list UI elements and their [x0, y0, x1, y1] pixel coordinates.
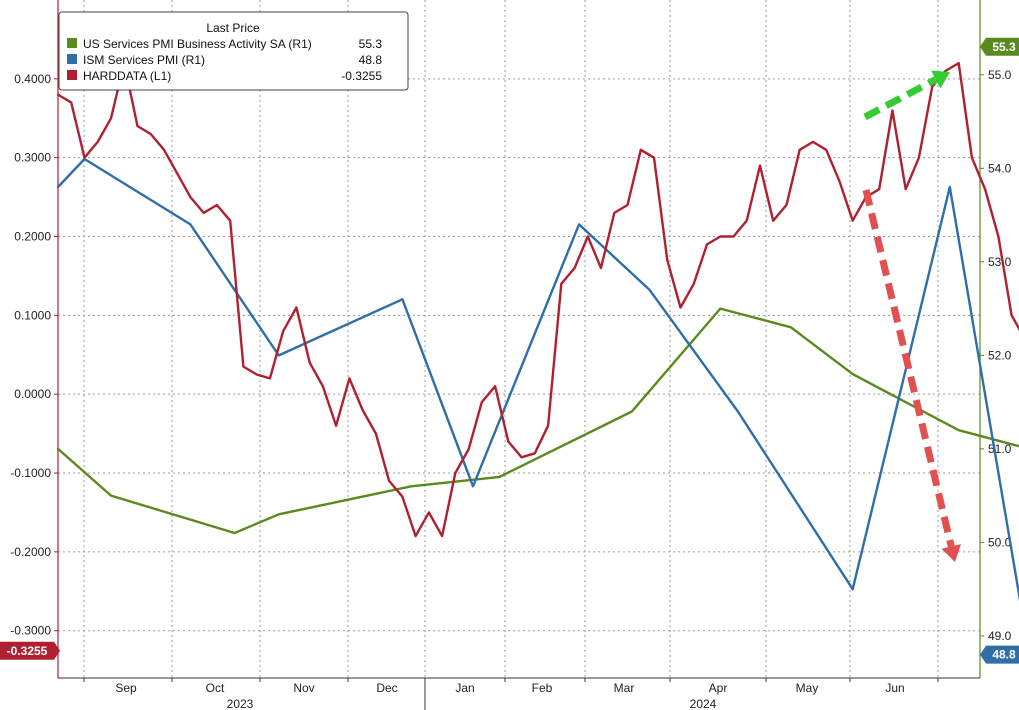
x-month-label: Dec [376, 681, 397, 695]
left-tick-label: -0.1000 [10, 466, 51, 480]
annotation-layer [862, 70, 962, 562]
x-month-label: Feb [532, 681, 553, 695]
x-month-label: Sep [115, 681, 137, 695]
legend-label-ism-services-pmi: ISM Services PMI (R1) [83, 53, 205, 67]
right-tick-label: 53.0 [988, 255, 1012, 269]
badge-us-services-pmi-shape [980, 37, 1019, 56]
x-month-label: Oct [206, 681, 225, 695]
x-year-label: 2023 [227, 697, 254, 710]
right-tick-label: 55.0 [988, 68, 1012, 82]
arrow-green-up-head [931, 70, 950, 89]
right-tick-label: 50.0 [988, 535, 1012, 549]
left-tick-label: 0.1000 [14, 308, 51, 322]
right-tick-label: 49.0 [988, 629, 1012, 643]
badge-harddata-text: -0.3255 [7, 644, 48, 658]
legend-swatch-us-services-pmi [67, 38, 77, 48]
series-us-services-pmi-line [56, 307, 1019, 535]
badge-layer: 55.3 48.8 -0.3255 [0, 37, 1019, 664]
arrow-green-up-shaft [863, 76, 938, 121]
arrow-red-down [862, 189, 962, 562]
arrow-green-up [863, 70, 950, 121]
grid-layer [58, 0, 980, 678]
legend-swatch-harddata [67, 70, 77, 80]
left-tick-label: 0.3000 [14, 151, 51, 165]
legend-title: Last Price [206, 21, 260, 35]
badge-harddata-shape [0, 641, 60, 660]
x-month-label: Mar [614, 681, 635, 695]
x-year-label: 2024 [690, 697, 717, 710]
legend-box [58, 11, 409, 91]
left-tick-label: 0.4000 [14, 72, 51, 86]
x-month-label: Apr [709, 681, 728, 695]
legend-value-us-services-pmi: 55.3 [359, 37, 383, 51]
axes-layer: 0.4000 0.3000 0.2000 0.1000 0.0000 -0.1000 -0.… [10, 0, 1012, 710]
series-layer [56, 61, 1019, 602]
series-ism-services-pmi-line [56, 157, 1019, 602]
legend-label-us-services-pmi: US Services PMI Business Activity SA (R1… [83, 37, 312, 51]
series-harddata-line [56, 61, 1019, 538]
legend-value-harddata: -0.3255 [341, 69, 382, 83]
badge-harddata: -0.3255 [0, 641, 60, 660]
right-tick-label: 54.0 [988, 161, 1012, 175]
legend-label-harddata: HARDDATA (L1) [83, 69, 171, 83]
arrow-red-down-shaft [862, 189, 955, 548]
badge-ism-services-pmi: 48.8 [980, 645, 1019, 664]
x-month-label: Jan [455, 681, 474, 695]
left-tick-label: 0.2000 [14, 230, 51, 244]
arrow-red-down-head [941, 544, 962, 562]
left-tick-label: 0.0000 [14, 387, 51, 401]
badge-ism-services-pmi-shape [980, 645, 1019, 664]
left-tick-label: -0.2000 [10, 545, 51, 559]
badge-us-services-pmi: 55.3 [980, 37, 1019, 56]
left-tick-label: -0.3000 [10, 624, 51, 638]
right-tick-label: 52.0 [988, 348, 1012, 362]
badge-us-services-pmi-text: 55.3 [992, 40, 1016, 54]
x-month-label: Jun [885, 681, 904, 695]
x-month-label: Nov [293, 681, 314, 695]
legend-swatch-ism-services-pmi [67, 54, 77, 64]
badge-ism-services-pmi-text: 48.8 [992, 648, 1016, 662]
legend: Last Price US Services PMI Business Acti… [58, 11, 409, 91]
x-month-label: May [796, 681, 819, 695]
legend-value-ism-services-pmi: 48.8 [359, 53, 383, 67]
